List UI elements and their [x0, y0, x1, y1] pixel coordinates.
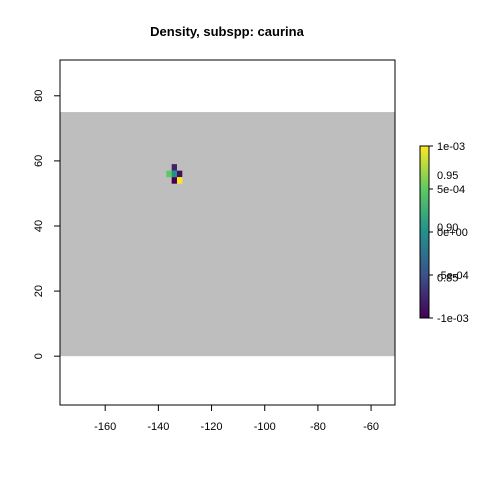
x-tick-label: -100 [254, 421, 276, 433]
heatmap-cell [172, 164, 177, 171]
heatmap-cell [172, 177, 177, 184]
heatmap-cell [177, 171, 182, 178]
heatmap-cell [172, 171, 177, 178]
x-tick-label: -80 [310, 421, 326, 433]
colorbar-overlay-label: 0.90 [437, 222, 458, 234]
heatmap-cell [177, 177, 182, 184]
colorbar-overlay-label: 0.85 [437, 273, 458, 285]
x-tick-label: -120 [201, 421, 223, 433]
heatmap-cell [166, 171, 171, 178]
x-tick-label: -140 [147, 421, 169, 433]
colorbar-gradient [420, 146, 429, 318]
colorbar-tick-label: 1e-03 [437, 141, 465, 153]
colorbar-tick-label: -1e-03 [437, 313, 469, 325]
y-tick-label: 80 [33, 90, 45, 102]
x-tick-label: -60 [363, 421, 379, 433]
colorbar-overlay-label: 0.95 [437, 170, 458, 182]
y-tick-label: 20 [33, 285, 45, 297]
chart-title: Density, subspp: caurina [150, 24, 304, 39]
y-tick-label: 0 [33, 353, 45, 359]
colorbar-tick-label: 5e-04 [437, 184, 465, 196]
x-tick-label: -160 [94, 421, 116, 433]
background-region [60, 112, 395, 356]
plot-area [60, 112, 395, 356]
y-tick-label: 40 [33, 220, 45, 232]
y-tick-label: 60 [33, 155, 45, 167]
